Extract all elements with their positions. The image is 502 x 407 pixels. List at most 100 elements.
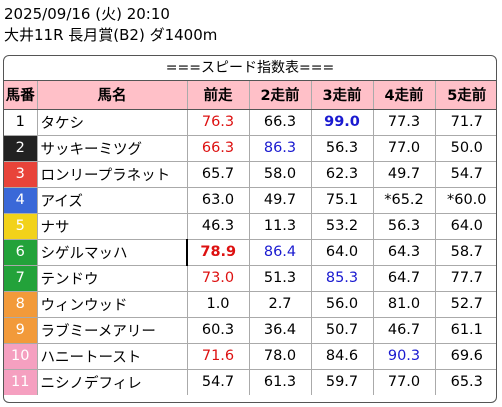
table-row: 5 ナサ 46.3 11.3 53.2 56.3 64.0: [4, 213, 496, 240]
col-header-number: 馬番: [4, 81, 37, 110]
horse-number: 9: [4, 317, 37, 344]
horse-name: タケシ: [36, 109, 187, 136]
speed-2nd: 66.3: [248, 109, 311, 136]
speed-3rd: 56.0: [310, 291, 373, 318]
horse-number: 11: [4, 369, 37, 395]
table-row: 7 テンドウ 73.0 51.3 85.3 64.7 77.7: [4, 265, 496, 292]
speed-last: 54.7: [186, 369, 249, 395]
speed-5th: 69.6: [434, 343, 496, 370]
horse-name: ニシノデフィレ: [36, 369, 187, 395]
col-header-5th: 5走前: [434, 81, 496, 110]
speed-5th: 58.7: [434, 239, 496, 266]
speed-3rd: 64.0: [310, 239, 373, 266]
speed-3rd: 59.7: [310, 369, 373, 395]
speed-4th: 49.7: [372, 161, 435, 188]
table-row: 11 ニシノデフィレ 54.7 61.3 59.7 77.0 65.3: [4, 369, 496, 395]
speed-index-panel: ===スピード指数表=== 馬番 馬名 前走 2走前 3走前 4走前 5走前 1…: [3, 55, 497, 403]
horse-name: ウィンウッド: [36, 291, 187, 318]
table-row: 6 シゲルマッハ 78.9 86.4 64.0 64.3 58.7: [4, 239, 496, 266]
table-banner: ===スピード指数表===: [4, 56, 496, 81]
speed-4th: *65.2: [372, 187, 435, 214]
speed-index-table: 馬番 馬名 前走 2走前 3走前 4走前 5走前 1 タケシ 76.3 66.3 99.…: [4, 81, 496, 395]
speed-4th: 64.3: [372, 239, 435, 266]
speed-5th: 77.7: [434, 265, 496, 292]
race-title: 大井11R 長月賞(B2) ダ1400m: [4, 26, 218, 44]
race-datetime: 2025/09/16 (火) 20:10: [4, 5, 170, 23]
horse-name: アイズ: [36, 187, 187, 214]
speed-4th: 77.0: [372, 369, 435, 395]
speed-last: 60.3: [186, 317, 249, 344]
speed-3rd: 53.2: [310, 213, 373, 240]
horse-number: 2: [4, 135, 37, 162]
col-header-name: 馬名: [36, 81, 187, 110]
speed-2nd: 49.7: [248, 187, 311, 214]
speed-3rd: 56.3: [310, 135, 373, 162]
speed-3rd: 85.3: [310, 265, 373, 292]
speed-5th: 71.7: [434, 109, 496, 136]
speed-2nd: 78.0: [248, 343, 311, 370]
speed-2nd: 86.3: [248, 135, 311, 162]
horse-name: サッキーミツグ: [36, 135, 187, 162]
horse-number: 6: [4, 239, 37, 266]
speed-5th: 50.0: [434, 135, 496, 162]
speed-5th: 65.3: [434, 369, 496, 395]
table-row: 1 タケシ 76.3 66.3 99.0 77.3 71.7: [4, 109, 496, 136]
speed-last: 73.0: [186, 265, 249, 292]
speed-4th: 77.3: [372, 109, 435, 136]
table-header-row: 馬番 馬名 前走 2走前 3走前 4走前 5走前: [4, 81, 496, 110]
speed-3rd: 62.3: [310, 161, 373, 188]
horse-name: テンドウ: [36, 265, 187, 292]
speed-4th: 46.7: [372, 317, 435, 344]
speed-5th: *60.0: [434, 187, 496, 214]
horse-number: 3: [4, 161, 37, 188]
speed-3rd: 84.6: [310, 343, 373, 370]
speed-2nd: 61.3: [248, 369, 311, 395]
horse-name: ナサ: [36, 213, 187, 240]
speed-last: 46.3: [186, 213, 249, 240]
speed-4th: 81.0: [372, 291, 435, 318]
horse-name: シゲルマッハ: [36, 239, 187, 266]
horse-name: ロンリープラネット: [36, 161, 187, 188]
table-row: 9 ラブミーメアリー 60.3 36.4 50.7 46.7 61.1: [4, 317, 496, 344]
col-header-4th: 4走前: [372, 81, 435, 110]
speed-5th: 54.7: [434, 161, 496, 188]
speed-last: 71.6: [186, 343, 249, 370]
speed-last: 76.3: [186, 109, 249, 136]
speed-2nd: 86.4: [248, 239, 311, 266]
col-header-2nd: 2走前: [248, 81, 311, 110]
speed-2nd: 58.0: [248, 161, 311, 188]
speed-5th: 52.7: [434, 291, 496, 318]
race-header: 2025/09/16 (火) 20:10 大井11R 長月賞(B2) ダ1400…: [4, 4, 217, 46]
speed-last: 1.0: [186, 291, 249, 318]
table-row: 10 ハニートースト 71.6 78.0 84.6 90.3 69.6: [4, 343, 496, 370]
speed-last: 65.7: [186, 161, 249, 188]
speed-4th: 77.0: [372, 135, 435, 162]
horse-number: 10: [4, 343, 37, 370]
horse-number: 1: [4, 109, 37, 136]
table-row: 8 ウィンウッド 1.0 2.7 56.0 81.0 52.7: [4, 291, 496, 318]
table-row: 2 サッキーミツグ 66.3 86.3 56.3 77.0 50.0: [4, 135, 496, 162]
horse-number: 7: [4, 265, 37, 292]
speed-last: 63.0: [186, 187, 249, 214]
speed-2nd: 2.7: [248, 291, 311, 318]
col-header-last: 前走: [186, 81, 249, 110]
speed-5th: 64.0: [434, 213, 496, 240]
speed-last: 78.9: [186, 239, 249, 266]
speed-4th: 64.7: [372, 265, 435, 292]
horse-name: ハニートースト: [36, 343, 187, 370]
speed-last: 66.3: [186, 135, 249, 162]
table-row: 3 ロンリープラネット 65.7 58.0 62.3 49.7 54.7: [4, 161, 496, 188]
horse-number: 4: [4, 187, 37, 214]
horse-number: 8: [4, 291, 37, 318]
speed-2nd: 11.3: [248, 213, 311, 240]
speed-4th: 56.3: [372, 213, 435, 240]
horse-number: 5: [4, 213, 37, 240]
speed-4th: 90.3: [372, 343, 435, 370]
speed-3rd: 99.0: [310, 109, 373, 136]
col-header-3rd: 3走前: [310, 81, 373, 110]
speed-3rd: 75.1: [310, 187, 373, 214]
speed-5th: 61.1: [434, 317, 496, 344]
horse-name: ラブミーメアリー: [36, 317, 187, 344]
table-row: 4 アイズ 63.0 49.7 75.1 *65.2 *60.0: [4, 187, 496, 214]
speed-2nd: 36.4: [248, 317, 311, 344]
